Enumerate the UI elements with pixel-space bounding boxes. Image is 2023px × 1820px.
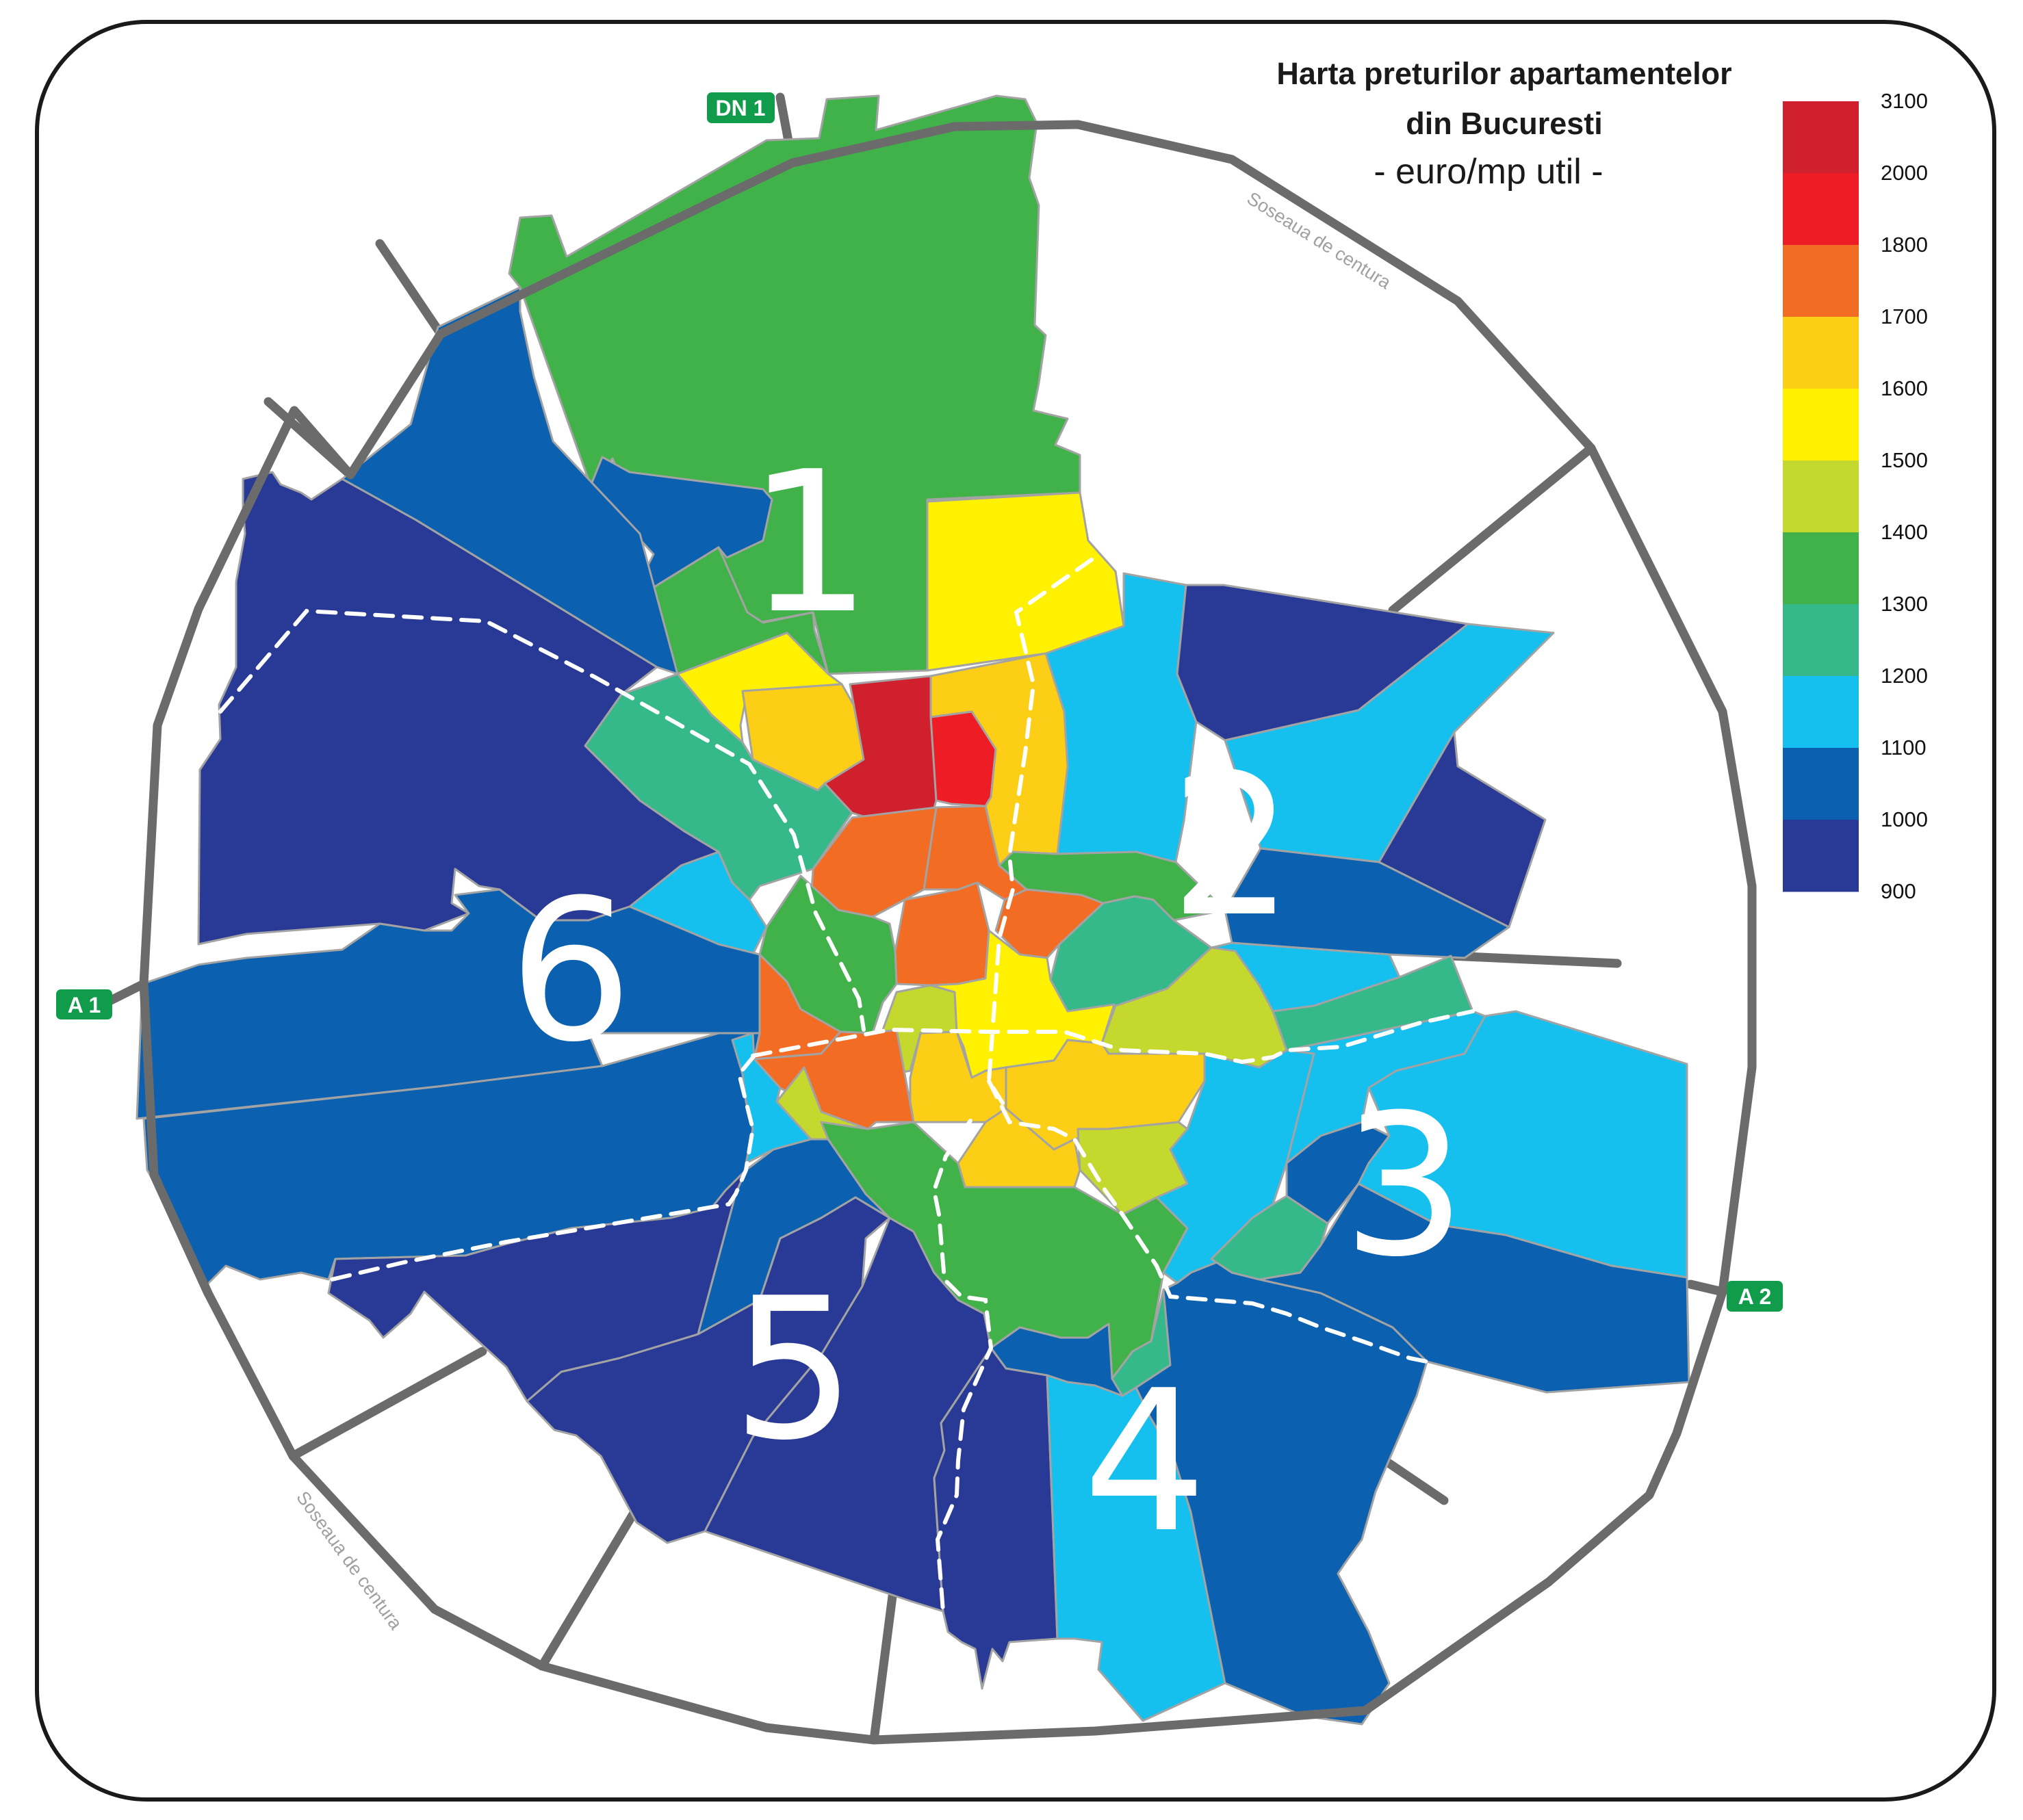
legend-swatch [1783, 101, 1859, 174]
road-sign-dn1: DN 1 [707, 92, 775, 123]
legend-swatch [1783, 460, 1859, 533]
road-sign-dn1-bg [707, 92, 775, 123]
district-3-teal-small [1210, 1195, 1329, 1281]
districts [136, 94, 1690, 1726]
price-legend: 3100 2000 1800 1700 1600 1500 1400 1300 1200 1100… [1783, 89, 1928, 903]
legend-swatch [1783, 532, 1859, 605]
title-line-1: Harta preturilor apartamentelor [1276, 56, 1731, 91]
title-line-2: din Bucuresti [1406, 106, 1603, 141]
road-sign-a1: A 1 [56, 989, 112, 1019]
road-sign-a2: A 2 [1727, 1281, 1783, 1312]
sector-number-4: 4 [1083, 1349, 1207, 1576]
legend-label: 900 [1881, 879, 1916, 903]
road-sign-a1-bg [56, 989, 112, 1019]
road-sign-a2-text: A 2 [1738, 1284, 1772, 1309]
district-5-navy-south [526, 1196, 891, 1544]
legend-label: 1000 [1881, 807, 1928, 831]
road-sign-a2-bg [1727, 1281, 1783, 1312]
legend-label: 1200 [1881, 664, 1928, 688]
legend-swatch [1783, 820, 1859, 892]
legend-label: 1600 [1881, 376, 1928, 400]
map-title: Harta preturilor apartamentelor din Bucu… [1276, 56, 1731, 192]
legend-swatch [1783, 748, 1859, 820]
sector-numbers: 1 2 3 4 5 6 [508, 430, 1466, 1576]
legend-swatch [1783, 245, 1859, 317]
district-center-orange-c [994, 888, 1105, 959]
ring-road [139, 120, 1757, 1745]
legend-swatch [1783, 676, 1859, 749]
legend-label: 1800 [1881, 233, 1928, 257]
legend-swatch [1783, 173, 1859, 246]
legend-label: 1500 [1881, 448, 1928, 472]
sector-number-3: 3 [1342, 1073, 1466, 1300]
district-center-orange-b [894, 881, 990, 987]
sector-number-2: 2 [1170, 733, 1293, 960]
district-3-blue-south [1258, 1182, 1690, 1394]
legend-label: 3100 [1881, 89, 1928, 113]
legend-label: 1300 [1881, 592, 1928, 616]
sector-borders [218, 558, 1475, 1613]
sector-number-6: 6 [508, 858, 632, 1085]
legend-swatch [1783, 389, 1859, 461]
district-1-yellow-right [926, 491, 1125, 672]
legend-label: 1100 [1881, 736, 1927, 759]
road-sign-a1-text: A 1 [68, 993, 101, 1017]
legend-label: 1700 [1881, 304, 1928, 328]
district-2-deep-blue [1224, 847, 1510, 959]
road-sign-dn1-text: DN 1 [716, 96, 766, 120]
sector-number-5: 5 [732, 1256, 855, 1483]
legend-label: 2000 [1881, 161, 1928, 185]
title-unit: - euro/mp util - [1374, 152, 1603, 192]
district-5-navy-southern-tip [933, 1347, 1059, 1690]
sector-number-1: 1 [747, 430, 871, 657]
legend-label: 1400 [1881, 520, 1928, 544]
legend-swatch [1783, 317, 1859, 389]
district-6-blue-west [136, 888, 761, 1120]
legend-swatch [1783, 604, 1859, 677]
